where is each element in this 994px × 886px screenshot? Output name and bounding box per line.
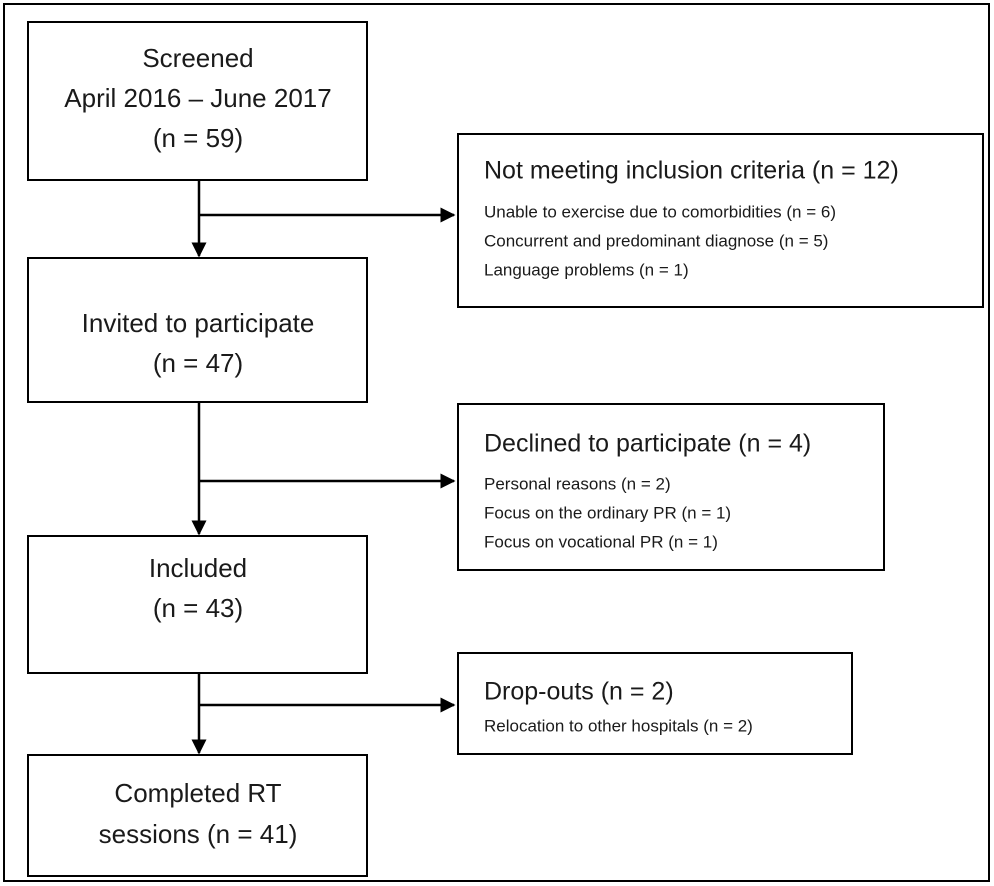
side-box: Not meeting inclusion criteria (n = 12) … [457,133,984,308]
main-box: Screened April 2016 – June 2017 (n = 59) [27,21,368,181]
side-item: Unable to exercise due to comorbidities … [484,202,836,221]
side-title: Drop-outs (n = 2) [484,678,674,706]
side-item: Focus on the ordinary PR (n = 1) [484,503,731,522]
box-text: Invited to participate [82,308,315,338]
box-text: Screened [142,43,253,73]
side-item: Relocation to other hospitals (n = 2) [484,716,753,735]
side-title: Declined to participate (n = 4) [484,430,811,458]
side-box: Declined to participate (n = 4) Personal… [457,403,885,571]
side-item: Language problems (n = 1) [484,260,689,279]
side-item: Concurrent and predominant diagnose (n =… [484,231,828,250]
arrows [191,180,456,755]
box-text: Completed RT [114,778,281,808]
main-box: Invited to participate (n = 47) [27,257,368,403]
box-text: sessions (n = 41) [99,819,298,849]
main-box: Completed RT sessions (n = 41) [27,754,368,877]
box-text: (n = 59) [153,123,243,153]
main-box: Included (n = 43) [27,535,368,674]
box-text: April 2016 – June 2017 [64,83,331,113]
box-text: (n = 47) [153,348,243,378]
side-item: Focus on vocational PR (n = 1) [484,532,718,551]
side-title: Not meeting inclusion criteria (n = 12) [484,157,899,185]
side-item: Personal reasons (n = 2) [484,474,671,493]
side-box: Drop-outs (n = 2) Relocation to other ho… [457,652,853,755]
box-text: (n = 43) [153,593,243,623]
box-text: Included [149,553,247,583]
